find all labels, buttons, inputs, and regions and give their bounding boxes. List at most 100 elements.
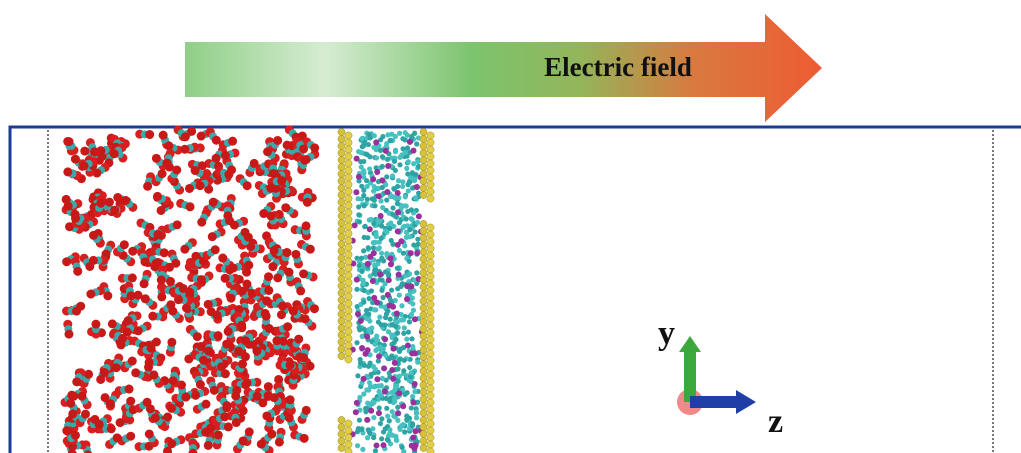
graphene-atom [427,139,434,146]
cation-atom [406,329,411,334]
anion-atom [388,255,394,261]
oxygen [268,262,277,271]
oxygen [306,245,315,254]
anion-atom [380,442,386,448]
cation-atom [371,240,376,245]
oxygen [228,137,237,146]
cation-atom [404,235,409,240]
oxygen [181,393,190,402]
cation-atom [369,288,374,293]
oxygen [266,184,275,193]
anion-atom [412,316,418,322]
graphene-atom [420,269,427,276]
figure: Electric field y z [0,0,1021,453]
anion-atom [410,148,416,154]
cation-atom [397,131,402,136]
graphene-atom [345,300,352,307]
oxygen [191,166,200,175]
oxygen [277,176,286,185]
anion-atom [384,189,390,195]
z-label: z [768,403,783,440]
graphene-atom [345,216,352,223]
cation-atom [359,256,364,261]
graphene-atom [420,128,427,135]
graphene-atom [420,409,427,416]
oxygen [148,312,157,321]
anion-atom [400,403,406,409]
oxygen [125,385,134,394]
graphene-atom [338,142,345,149]
graphene-atom [427,188,434,195]
graphene-atom [427,399,434,406]
graphene-atom [338,184,345,191]
oxygen [210,386,219,395]
oxygen [72,307,81,316]
cation-atom [381,429,386,434]
oxygen [300,434,309,443]
cation-atom [390,322,395,327]
y-axis-shaft [684,350,696,402]
cation-atom [393,383,398,388]
oxygen [270,246,279,255]
graphene-atom [338,317,345,324]
oxygen [191,391,200,400]
anion-atom [382,389,388,395]
oxygen [244,261,253,270]
oxygen [110,206,119,215]
cation-atom [397,293,402,298]
oxygen [214,331,223,340]
oxygen [160,248,169,257]
anion-atom [389,367,395,373]
anion-atom [398,238,404,244]
graphene-atom [420,332,427,339]
cation-atom [401,368,406,373]
cation-atom [361,193,366,198]
graphene-atom [338,156,345,163]
cation-atom [393,134,398,139]
cation-atom [395,266,400,271]
graphene-atom [420,191,427,198]
cation-atom [407,259,412,264]
oxygen [218,254,227,263]
oxygen [107,424,116,433]
oxygen [72,377,81,386]
graphene-atom [427,280,434,287]
graphene-atom [338,170,345,177]
oxygen [253,392,262,401]
cation-atom [401,331,406,336]
cation-atom [371,415,376,420]
oxygen [262,411,271,420]
oxygen [221,151,230,160]
graphene-atom [338,430,345,437]
graphene-atom [420,142,427,149]
oxygen [273,273,282,282]
graphene-atom [420,248,427,255]
cation-atom [392,159,397,164]
graphene-atom [338,135,345,142]
oxygen [273,136,282,145]
cation-atom [388,138,393,143]
graphene-atom [338,289,345,296]
oxygen [64,202,73,211]
anion-atom [353,409,359,415]
graphene-atom [420,374,427,381]
cation-atom [412,389,417,394]
graphene-atom [345,251,352,258]
arrow-shape [185,14,822,122]
cation-atom [379,288,384,293]
oxygen [63,167,72,176]
graphene-atom [427,252,434,259]
graphene-atom [427,315,434,322]
cation-atom [401,251,406,256]
anion-atom [361,376,367,382]
oxygen [266,212,275,221]
graphene-atom [427,329,434,336]
anion-atom [365,261,371,267]
oxygen [277,310,286,319]
cation-atom [394,438,399,443]
anion-atom [416,213,422,219]
graphene-atom [345,434,352,441]
graphene-atom [345,356,352,363]
oxygen [145,429,154,438]
cation-atom [371,271,376,276]
